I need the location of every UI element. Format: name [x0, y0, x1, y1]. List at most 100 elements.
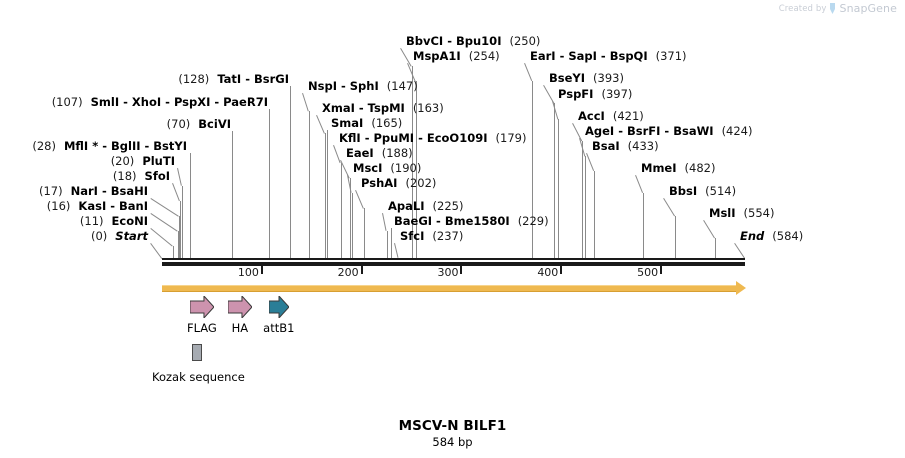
enzyme-separator: - [360, 131, 374, 145]
enzyme-name: MmeI [641, 161, 677, 175]
enzyme-label-row[interactable]: BaeGI - Bme1580I (229) [394, 215, 549, 227]
enzyme-separator: - [119, 95, 132, 109]
enzyme-name: PshAI [361, 176, 398, 190]
enzyme-separator: - [555, 49, 569, 63]
feature-arrow-ha[interactable] [227, 294, 253, 320]
enzyme-position: (188) [381, 146, 413, 160]
backbone-line [162, 262, 745, 266]
enzyme-name: Bme1580I [444, 214, 510, 228]
sequence-backbone-layer: 100 200 300 400 500 [162, 258, 745, 279]
enzyme-label-row[interactable]: (70) BciVI [167, 118, 231, 130]
enzyme-label-row[interactable]: AgeI - BsrFI - BsaWI (424) [585, 125, 753, 137]
ruler-tick-label: 100 [237, 266, 259, 279]
enzyme-name: MscI [353, 161, 383, 175]
enzyme-label-row[interactable]: BbvCI - Bpu10I (250) [406, 35, 540, 47]
enzyme-name: Start [115, 229, 148, 243]
enzyme-name: EarI [530, 49, 556, 63]
feature-arrow-flag[interactable] [189, 294, 215, 320]
ruler-tick [260, 266, 263, 274]
enzyme-label-row[interactable]: EarI - SapI - BspQI (371) [530, 50, 687, 62]
snapgene-logo-icon [829, 3, 836, 14]
enzyme-label-row[interactable]: (0) Start [91, 230, 148, 242]
enzyme-name: SphI [349, 79, 379, 93]
orf-arrowhead [736, 281, 746, 295]
enzyme-position: (18) [112, 169, 137, 183]
enzyme-name: SapI [568, 49, 597, 63]
enzyme-position: (397) [601, 87, 633, 101]
leader-line [363, 208, 365, 258]
enzyme-label-row[interactable]: KflI - PpuMI - EcoO109I (179) [339, 132, 526, 144]
enzyme-label-row[interactable]: MscI (190) [353, 162, 421, 174]
enzyme-label-row[interactable]: MmeI (482) [641, 162, 715, 174]
enzyme-label-row[interactable]: XmaI - TspMI (163) [322, 102, 444, 114]
enzyme-label-row[interactable]: MspA1I (254) [413, 50, 500, 62]
enzyme-label-row[interactable]: (16) KasI - BanI [47, 200, 148, 212]
enzyme-position: (482) [684, 161, 716, 175]
enzyme-position: (202) [405, 176, 437, 190]
leader-line [349, 178, 351, 258]
enzyme-label-row[interactable]: End (584) [740, 230, 803, 242]
leader-line [189, 153, 191, 258]
enzyme-name: BsaWI [673, 124, 714, 138]
enzyme-position: (554) [743, 206, 775, 220]
leader-line [340, 163, 342, 258]
kozak-sequence-box[interactable] [191, 344, 202, 361]
enzyme-name: PspFI [558, 87, 594, 101]
enzyme-position: (128) [178, 72, 210, 86]
enzyme-name: MflI * [63, 139, 99, 153]
leader-line [178, 216, 180, 258]
enzyme-label-row[interactable]: BbsI (514) [669, 185, 736, 197]
enzyme-label-row[interactable]: (11) EcoNI [80, 215, 148, 227]
enzyme-label-row[interactable]: NspI - SphI (147) [308, 80, 418, 92]
enzyme-position: (147) [386, 79, 418, 93]
enzyme-name: AccI [578, 109, 605, 123]
enzyme-position: (16) [46, 199, 71, 213]
leader-lines-layer [150, 48, 745, 259]
enzyme-label-row[interactable]: (107) SmlI - XhoI - PspXI - PaeR7I [52, 96, 268, 108]
enzyme-position: (17) [38, 184, 63, 198]
feature-label-ha: HA [231, 321, 249, 335]
enzyme-separator: - [414, 131, 427, 145]
ruler-tick [460, 266, 463, 274]
enzyme-name: NarI [70, 184, 98, 198]
enzyme-label-row[interactable]: (20) PluTI [111, 155, 175, 167]
enzyme-label-row[interactable]: BsaI (433) [592, 140, 659, 152]
leader-line [582, 141, 584, 258]
enzyme-label-row[interactable]: AccI (421) [578, 110, 644, 122]
arrow-shape [227, 294, 253, 320]
enzyme-name: BstYI [153, 139, 187, 153]
enzyme-label-row[interactable]: MslI (554) [709, 207, 774, 219]
enzyme-name: BseYI [549, 71, 586, 85]
leader-line [390, 228, 392, 258]
enzyme-name: NspI [308, 79, 337, 93]
orf-bar[interactable] [162, 285, 736, 292]
leader-line [181, 186, 183, 258]
enzyme-separator: - [443, 34, 456, 48]
enzyme-name: PspXI [173, 95, 211, 109]
enzyme-name: PluTI [142, 154, 175, 168]
leader-line [386, 231, 388, 258]
enzyme-name: Bpu10I [456, 34, 502, 48]
enzyme-label-row[interactable]: EaeI (188) [346, 147, 413, 159]
enzyme-separator: - [660, 124, 674, 138]
enzyme-label-row[interactable]: (28) MflI * - BglII - BstYI [32, 140, 187, 152]
enzyme-separator: - [432, 214, 445, 228]
enzyme-separator: - [614, 124, 627, 138]
enzyme-label-row[interactable]: (18) SfoI [113, 170, 170, 182]
leader-line [231, 131, 233, 258]
enzyme-label-row[interactable]: PshAI (202) [361, 177, 436, 189]
enzyme-label-row[interactable]: SfcI (237) [400, 230, 463, 242]
enzyme-label-row[interactable]: (17) NarI - BsaHI [39, 185, 148, 197]
enzyme-name: EcoNI [111, 214, 148, 228]
enzyme-label-row[interactable]: BseYI (393) [549, 72, 624, 84]
enzyme-label-row[interactable]: SmaI (165) [331, 117, 402, 129]
enzyme-position: (20) [110, 154, 135, 168]
enzyme-label-row[interactable]: (128) TatI - BsrGI [178, 73, 289, 85]
feature-arrow-attb1[interactable] [268, 294, 290, 320]
ruler-tick [660, 266, 663, 274]
enzyme-name: XhoI [131, 95, 162, 109]
enzyme-label-row[interactable]: ApaLI (225) [388, 200, 463, 212]
enzyme-separator: - [596, 49, 610, 63]
enzyme-name: TatI [217, 72, 242, 86]
enzyme-label-row[interactable]: PspFI (397) [558, 88, 632, 100]
